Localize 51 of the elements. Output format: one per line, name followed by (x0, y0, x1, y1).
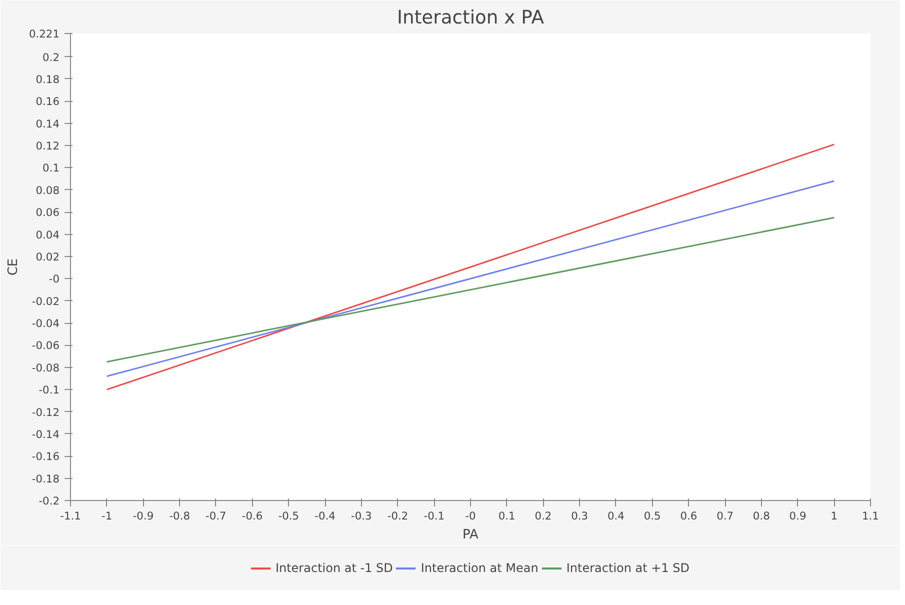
x-tick-label: -1.1 (60, 510, 81, 522)
x-tick-label: 0.4 (607, 510, 625, 522)
y-axis-title: CE (6, 258, 21, 276)
y-tick-label: 0.12 (36, 140, 60, 153)
y-tick-label: 0.1 (42, 162, 60, 175)
y-tick-label: 0.14 (36, 117, 60, 130)
y-tick-label: -0.04 (32, 317, 60, 330)
y-tick-label: -0.06 (32, 339, 60, 352)
y-tick-label: 0.04 (36, 228, 60, 242)
x-tick-label: 0.1 (498, 510, 516, 522)
x-tick-label: -0.1 (424, 510, 445, 522)
y-tick-label: -0.14 (32, 428, 60, 441)
x-axis-title: PA (462, 528, 479, 542)
x-tick-label: 0.3 (571, 510, 588, 522)
x-tick-label: 0.5 (644, 510, 661, 522)
y-tick-label: -0.12 (32, 406, 60, 419)
x-tick-label: 0.7 (716, 510, 734, 522)
y-tick-label: 0.2 (42, 50, 60, 64)
x-tick-label: 1.1 (862, 510, 879, 522)
x-tick-label: -0.3 (351, 510, 372, 522)
y-tick-label: 0.02 (36, 250, 60, 264)
x-tick-label: 1 (830, 510, 838, 522)
x-tick-label: -0.2 (387, 510, 408, 522)
legend-label: Interaction at Mean (420, 560, 538, 574)
x-tick-label: -0.9 (132, 510, 154, 522)
x-tick-label: 0.9 (789, 510, 806, 522)
y-tick-label: 0.221 (28, 28, 60, 40)
x-tick-label: 0.6 (680, 510, 698, 522)
x-tick-label: -1 (102, 510, 112, 522)
y-tick-label: -0.2 (38, 494, 60, 508)
x-tick-label: -0.5 (278, 510, 300, 522)
y-tick-label: -0.16 (32, 450, 60, 464)
y-tick-label: -0.1 (38, 384, 60, 397)
x-tick-label: -0.4 (314, 510, 336, 522)
x-tick-label: 0.8 (752, 510, 770, 522)
x-tick-label: 0.2 (534, 510, 552, 522)
y-tick-label: -0.02 (32, 294, 60, 308)
x-tick-label: -0 (465, 510, 476, 522)
y-tick-label: -0 (48, 272, 60, 286)
x-tick-label: -0.7 (206, 510, 226, 522)
y-tick-label: 0.18 (36, 72, 60, 86)
y-tick-label: -0.18 (32, 472, 60, 486)
legend-label: Interaction at +1 SD (566, 560, 690, 574)
y-tick-label: 0.16 (36, 95, 60, 108)
y-tick-label: 0.06 (36, 206, 60, 220)
legend-label: Interaction at -1 SD (275, 560, 393, 574)
x-tick-label: -0.8 (169, 510, 190, 522)
y-tick-label: -0.08 (32, 361, 60, 374)
y-tick-label: 0.08 (36, 184, 60, 197)
chart-title: Interaction x PA (397, 8, 544, 28)
x-tick-label: -0.6 (242, 510, 263, 522)
